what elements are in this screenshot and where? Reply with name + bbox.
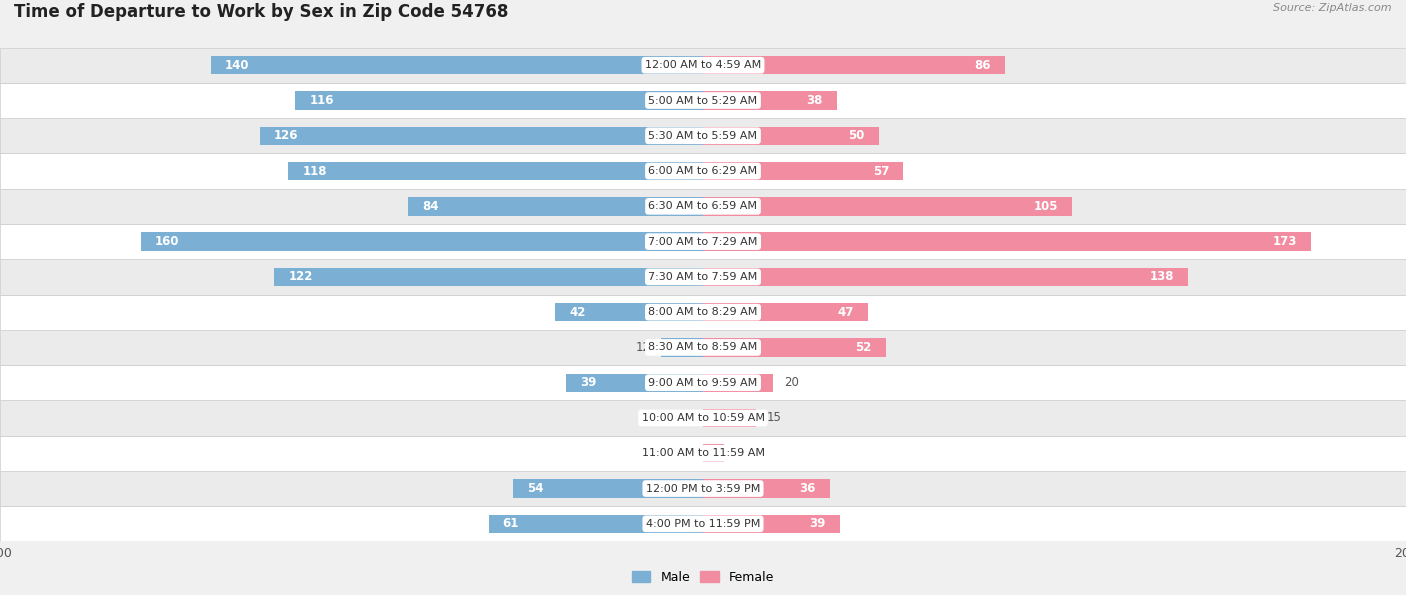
Bar xyxy=(703,268,1188,286)
Bar xyxy=(141,233,703,250)
FancyBboxPatch shape xyxy=(0,436,1406,471)
Text: 61: 61 xyxy=(503,517,519,530)
Text: 140: 140 xyxy=(225,59,249,72)
Text: 20: 20 xyxy=(785,376,799,389)
Text: Time of Departure to Work by Sex in Zip Code 54768: Time of Departure to Work by Sex in Zip … xyxy=(14,3,509,21)
Text: 50: 50 xyxy=(848,129,865,142)
Bar xyxy=(703,162,904,180)
Bar xyxy=(661,339,703,356)
Text: 0: 0 xyxy=(685,447,693,460)
FancyBboxPatch shape xyxy=(0,189,1406,224)
Bar xyxy=(489,515,703,533)
Text: Source: ZipAtlas.com: Source: ZipAtlas.com xyxy=(1274,3,1392,13)
FancyBboxPatch shape xyxy=(0,506,1406,541)
Bar xyxy=(703,56,1005,74)
Text: 86: 86 xyxy=(974,59,991,72)
Text: 47: 47 xyxy=(838,306,855,319)
Text: 138: 138 xyxy=(1150,270,1174,283)
Bar xyxy=(703,339,886,356)
Text: 12:00 AM to 4:59 AM: 12:00 AM to 4:59 AM xyxy=(645,60,761,70)
Bar xyxy=(703,444,724,462)
Bar xyxy=(260,127,703,145)
Text: 10:00 AM to 10:59 AM: 10:00 AM to 10:59 AM xyxy=(641,413,765,423)
Bar xyxy=(703,92,837,109)
Text: 6:00 AM to 6:29 AM: 6:00 AM to 6:29 AM xyxy=(648,166,758,176)
Text: 5:00 AM to 5:29 AM: 5:00 AM to 5:29 AM xyxy=(648,96,758,105)
Text: 7:00 AM to 7:29 AM: 7:00 AM to 7:29 AM xyxy=(648,237,758,246)
Text: 122: 122 xyxy=(288,270,312,283)
Text: 9:00 AM to 9:59 AM: 9:00 AM to 9:59 AM xyxy=(648,378,758,388)
Text: 116: 116 xyxy=(309,94,333,107)
Bar xyxy=(513,480,703,497)
Bar xyxy=(703,480,830,497)
Text: 0: 0 xyxy=(685,412,693,424)
Text: 52: 52 xyxy=(855,341,872,354)
Text: 8:30 AM to 8:59 AM: 8:30 AM to 8:59 AM xyxy=(648,343,758,352)
Text: 5:30 AM to 5:59 AM: 5:30 AM to 5:59 AM xyxy=(648,131,758,141)
FancyBboxPatch shape xyxy=(0,224,1406,259)
Bar xyxy=(274,268,703,286)
FancyBboxPatch shape xyxy=(0,154,1406,189)
Text: 57: 57 xyxy=(873,165,890,177)
Text: 173: 173 xyxy=(1272,235,1296,248)
Bar xyxy=(555,303,703,321)
FancyBboxPatch shape xyxy=(0,365,1406,400)
Bar xyxy=(703,197,1073,215)
Text: 12:00 PM to 3:59 PM: 12:00 PM to 3:59 PM xyxy=(645,484,761,493)
Bar xyxy=(211,56,703,74)
Text: 126: 126 xyxy=(274,129,298,142)
Text: 8:00 AM to 8:29 AM: 8:00 AM to 8:29 AM xyxy=(648,307,758,317)
Bar xyxy=(703,515,841,533)
Text: 12: 12 xyxy=(636,341,650,354)
FancyBboxPatch shape xyxy=(0,118,1406,154)
Text: 15: 15 xyxy=(766,412,782,424)
Text: 7:30 AM to 7:59 AM: 7:30 AM to 7:59 AM xyxy=(648,272,758,282)
Bar xyxy=(565,374,703,392)
Text: 11:00 AM to 11:59 AM: 11:00 AM to 11:59 AM xyxy=(641,448,765,458)
Text: 84: 84 xyxy=(422,200,439,213)
Text: 118: 118 xyxy=(302,165,326,177)
FancyBboxPatch shape xyxy=(0,400,1406,436)
Text: 38: 38 xyxy=(806,94,823,107)
Text: 39: 39 xyxy=(581,376,596,389)
FancyBboxPatch shape xyxy=(0,295,1406,330)
Bar xyxy=(703,303,869,321)
FancyBboxPatch shape xyxy=(0,48,1406,83)
Bar xyxy=(703,233,1312,250)
Text: 42: 42 xyxy=(569,306,586,319)
Text: 6: 6 xyxy=(734,447,742,460)
Text: 105: 105 xyxy=(1033,200,1057,213)
Text: 4:00 PM to 11:59 PM: 4:00 PM to 11:59 PM xyxy=(645,519,761,529)
Legend: Male, Female: Male, Female xyxy=(627,566,779,588)
Bar xyxy=(703,374,773,392)
Text: 39: 39 xyxy=(810,517,827,530)
Text: 36: 36 xyxy=(799,482,815,495)
Bar xyxy=(295,92,703,109)
Bar xyxy=(703,127,879,145)
Bar xyxy=(408,197,703,215)
FancyBboxPatch shape xyxy=(0,471,1406,506)
FancyBboxPatch shape xyxy=(0,83,1406,118)
Text: 160: 160 xyxy=(155,235,179,248)
Bar xyxy=(288,162,703,180)
Bar xyxy=(703,409,756,427)
FancyBboxPatch shape xyxy=(0,259,1406,295)
Text: 6:30 AM to 6:59 AM: 6:30 AM to 6:59 AM xyxy=(648,201,758,211)
Text: 54: 54 xyxy=(527,482,544,495)
FancyBboxPatch shape xyxy=(0,330,1406,365)
